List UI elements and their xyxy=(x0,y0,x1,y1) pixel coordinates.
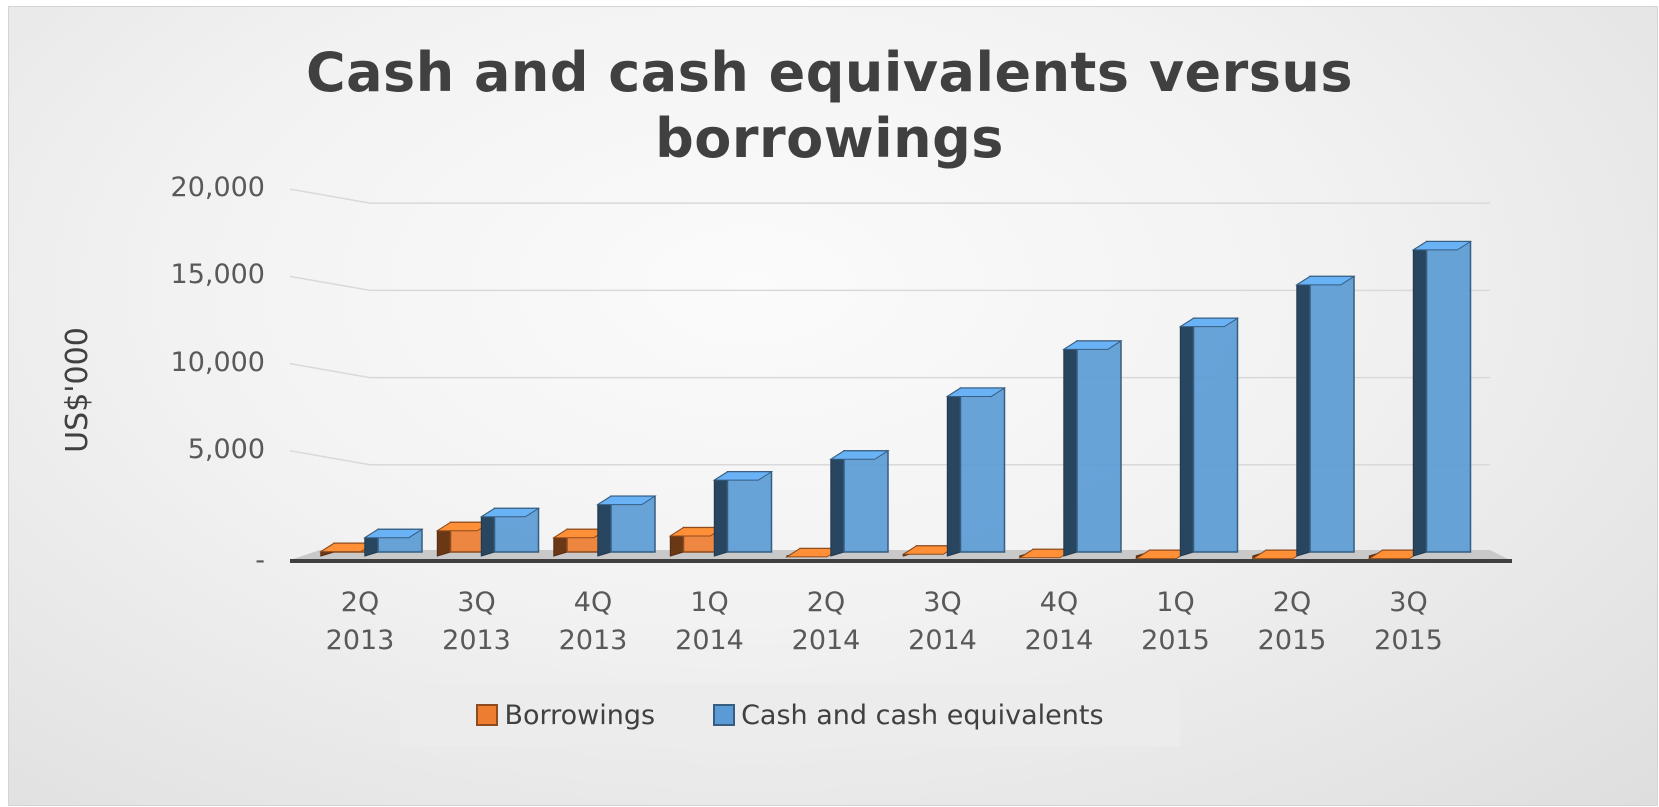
bar-top-cash-1 xyxy=(479,507,541,518)
x-tick-label: 3Q 2015 xyxy=(1339,584,1479,660)
y-tick-label: - xyxy=(255,545,265,576)
bar-cash-6 xyxy=(1076,340,1122,553)
x-tick-label-line: 2013 xyxy=(558,625,628,656)
x-tick-label-line: 2015 xyxy=(1374,625,1443,656)
bar-cash-9 xyxy=(1425,240,1472,553)
x-tick-label-line: 3Q xyxy=(1389,587,1428,618)
x-tick-label-line: 2015 xyxy=(1257,625,1327,656)
x-tick-label-line: 1Q xyxy=(1156,587,1195,618)
x-tick-label: 4Q 2014 xyxy=(989,584,1129,660)
bar-side-cash-2 xyxy=(597,495,612,557)
x-tick-label: 2Q 2013 xyxy=(290,584,430,660)
legend-swatch-cash xyxy=(713,704,736,726)
bar-top-cash-6 xyxy=(1062,340,1123,350)
bar-top-cash-2 xyxy=(596,495,657,506)
bar-top-cash-8 xyxy=(1295,275,1356,286)
bar-top-cash-3 xyxy=(712,471,774,481)
x-tick-label-line: 2013 xyxy=(442,625,511,656)
legend-item-borrowings: Borrowings xyxy=(476,700,655,731)
bar-cash-7 xyxy=(1192,317,1239,553)
bar-cash-2 xyxy=(610,495,656,553)
x-tick-label-line: 3Q xyxy=(923,587,962,618)
x-tick-label: 1Q 2014 xyxy=(640,584,780,660)
legend-item-cash: Cash and cash equivalents xyxy=(713,699,1104,731)
bar-side-cash-4 xyxy=(830,449,845,557)
bar-side-cash-5 xyxy=(946,387,961,557)
gridline xyxy=(289,188,1490,204)
y-tick-label: 15,000 xyxy=(170,259,265,291)
x-tick-label: 4Q 2013 xyxy=(523,584,663,660)
bar-top-cash-5 xyxy=(945,387,1007,397)
x-tick-label-line: 2014 xyxy=(908,625,977,656)
y-tick-label: 20,000 xyxy=(170,172,265,204)
x-tick-label-line: 1Q xyxy=(690,587,729,618)
x-tick-label-line: 2Q xyxy=(340,587,380,618)
y-tick-label: 10,000 xyxy=(170,346,265,378)
bar-top-cash-7 xyxy=(1178,317,1240,328)
legend-swatch-borrowings xyxy=(476,704,499,726)
x-tick-label-line: 4Q xyxy=(1039,587,1079,618)
x-tick-label-line: 2014 xyxy=(791,625,861,656)
bar-top-cash-4 xyxy=(829,450,890,460)
bar-top-cash-9 xyxy=(1411,241,1473,251)
x-tick-label: 2Q 2015 xyxy=(1222,584,1362,660)
x-tick-label-line: 2014 xyxy=(1024,625,1094,656)
legend: Borrowings Cash and cash equivalents xyxy=(400,684,1180,746)
x-tick-label: 3Q 2014 xyxy=(873,584,1013,660)
x-tick-label-line: 2014 xyxy=(675,625,744,656)
bar-cash-5 xyxy=(959,387,1006,553)
x-tick-label-line: 2015 xyxy=(1141,625,1210,656)
bar-cash-4 xyxy=(843,450,889,553)
bar-top-cash-0 xyxy=(363,528,424,539)
x-tick-label-line: 3Q xyxy=(457,587,496,618)
chart-title-line-1: Cash and cash equivalents versus xyxy=(305,41,1353,104)
y-tick-label: 5,000 xyxy=(187,433,265,465)
legend-label-borrowings: Borrowings xyxy=(504,699,656,731)
x-tick-label-line: 4Q xyxy=(573,587,613,618)
x-tick-label: 3Q 2013 xyxy=(407,584,547,660)
legend-label-cash: Cash and cash equivalents xyxy=(741,699,1104,731)
bar-side-cash-6 xyxy=(1063,340,1078,557)
bar-side-cash-3 xyxy=(713,470,728,557)
x-tick-label: 2Q 2014 xyxy=(756,584,896,660)
x-tick-label: 1Q 2015 xyxy=(1106,584,1246,660)
bar-side-cash-7 xyxy=(1179,317,1194,557)
chart-area xyxy=(8,6,1658,806)
bar-side-cash-8 xyxy=(1296,275,1311,557)
chart-title-line-2: borrowings xyxy=(655,107,1004,170)
gridline xyxy=(289,275,1490,292)
x-tick-label-line: 2013 xyxy=(325,625,395,656)
x-tick-label-line: 2Q xyxy=(1272,587,1312,618)
bar-side-cash-9 xyxy=(1412,240,1427,557)
x-tick-label-line: 2Q xyxy=(806,587,846,618)
bar-cash-3 xyxy=(726,471,773,553)
bar-cash-8 xyxy=(1309,275,1355,553)
